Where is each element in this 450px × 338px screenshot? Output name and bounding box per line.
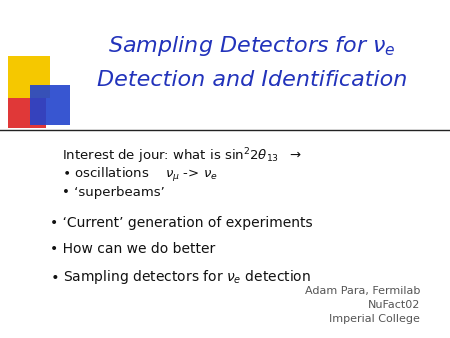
Text: $\bullet$ Sampling detectors for $\nu_e$ detection: $\bullet$ Sampling detectors for $\nu_e$…	[50, 268, 311, 286]
Text: Adam Para, Fermilab: Adam Para, Fermilab	[305, 286, 420, 296]
Bar	[30, 85, 70, 125]
Bar	[8, 56, 50, 98]
Text: • How can we do better: • How can we do better	[50, 242, 215, 256]
Text: Interest de jour: what is sin$^2$2$\theta_{13}$  $\rightarrow$: Interest de jour: what is sin$^2$2$\thet…	[62, 146, 302, 166]
Bar	[8, 90, 46, 128]
Text: NuFact02: NuFact02	[368, 300, 420, 310]
Text: Imperial College: Imperial College	[329, 314, 420, 324]
Text: $\bullet$ oscillations    $\nu_\mu$ -> $\nu_e$: $\bullet$ oscillations $\nu_\mu$ -> $\nu…	[62, 166, 218, 184]
Text: Detection and Identification: Detection and Identification	[97, 70, 407, 90]
Text: Sampling Detectors for $\nu_e$: Sampling Detectors for $\nu_e$	[108, 34, 396, 58]
Text: • ‘Current’ generation of experiments: • ‘Current’ generation of experiments	[50, 216, 313, 230]
Text: • ‘superbeams’: • ‘superbeams’	[62, 186, 165, 199]
